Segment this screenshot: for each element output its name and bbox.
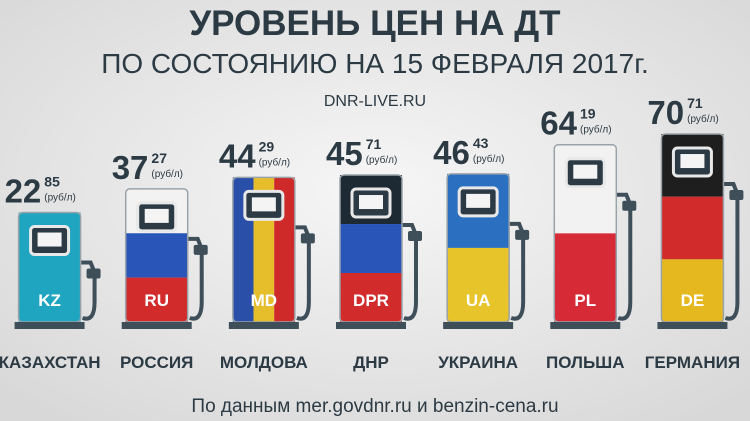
pump-screen-glass — [37, 232, 62, 247]
value-label-fraction: 85 — [44, 174, 60, 190]
pump-base — [550, 322, 621, 329]
pump-code: PL — [574, 291, 596, 310]
unit-label: (руб/л) — [473, 153, 505, 165]
flag-stripe — [447, 247, 510, 322]
pump-hose — [294, 225, 311, 321]
unit-label: (руб/л) — [151, 168, 183, 180]
unit-label: (руб/л) — [44, 192, 76, 204]
x-tick-label: КАЗАХСТАН — [0, 353, 101, 372]
value-label: 44 — [219, 137, 256, 174]
pump-screen-glass — [680, 154, 705, 169]
x-tick-label: ГЕРМАНИЯ — [645, 353, 740, 372]
flag-stripe — [125, 233, 188, 278]
pump-code: KZ — [38, 291, 61, 310]
pump-nozzle — [622, 200, 637, 211]
pump-base — [336, 322, 406, 329]
unit-label: (руб/л) — [366, 154, 398, 166]
flag-stripe — [661, 259, 724, 322]
x-tick-label: УКРАИНА — [438, 353, 518, 372]
pump-hose — [509, 221, 526, 321]
pump-hose — [723, 182, 740, 321]
value-label: 70 — [647, 94, 684, 131]
unit-label: (руб/л) — [580, 124, 612, 136]
pump-base — [121, 322, 192, 329]
pump-base — [657, 322, 728, 329]
chart-subtitle: ПО СОСТОЯНИЮ НА 15 ФЕВРАЛЯ 2017г. — [101, 48, 649, 79]
pump-nozzle — [193, 244, 208, 255]
value-label: 45 — [326, 135, 363, 172]
value-label-fraction: 71 — [366, 136, 382, 152]
x-tick-label: МОЛДОВА — [220, 353, 308, 372]
pump-screen-glass — [466, 193, 491, 208]
pump-code: MD — [251, 291, 277, 310]
value-label-fraction: 27 — [151, 150, 167, 166]
site-label: DNR-LIVE.RU — [324, 93, 426, 110]
pump-screen-glass — [144, 208, 169, 223]
pump-hose — [616, 192, 633, 321]
pump-screen-glass — [251, 197, 276, 212]
pump-nozzle — [515, 229, 530, 240]
source-note: По данным mer.govdnr.ru и benzin-cena.ru — [191, 396, 558, 417]
pump-nozzle — [300, 233, 315, 244]
pump-screen-glass — [573, 164, 598, 179]
value-label: 64 — [540, 105, 577, 142]
x-tick-label: РОССИЯ — [120, 353, 193, 372]
pump-base — [14, 322, 85, 329]
value-label: 46 — [433, 134, 470, 171]
plot-area: KZ 22 85 (руб/л) КАЗАХСТАН RU 37 27 (руб/л) РОССИ… — [0, 94, 744, 372]
pump-base — [228, 322, 299, 329]
value-label: 37 — [112, 149, 149, 186]
flag-stripe — [661, 196, 724, 260]
pump-hose — [402, 223, 418, 321]
pump-screen-glass — [359, 195, 383, 210]
pump-code: DE — [681, 291, 705, 310]
pump-code: UA — [466, 291, 491, 310]
value-label-fraction: 43 — [473, 135, 489, 151]
value-label-fraction: 19 — [580, 106, 596, 122]
value-label: 22 — [5, 173, 42, 210]
x-tick-label: ДНР — [353, 353, 389, 372]
chart-title: УРОВЕНЬ ЦЕН НА ДТ — [189, 4, 560, 43]
pump-nozzle — [729, 190, 744, 201]
flag-stripe — [340, 224, 402, 274]
x-tick-label: ПОЛЬША — [546, 353, 625, 372]
flag-stripe — [554, 233, 617, 322]
pump-hose — [187, 236, 204, 321]
pump-code: RU — [144, 291, 169, 310]
pump-nozzle — [86, 268, 101, 279]
flag-stripe — [340, 273, 402, 322]
pump-code: DPR — [353, 291, 389, 310]
value-label-fraction: 29 — [259, 138, 275, 154]
unit-label: (руб/л) — [259, 156, 291, 168]
value-label-fraction: 71 — [687, 95, 703, 111]
flag-stripe — [125, 277, 188, 322]
unit-label: (руб/л) — [687, 113, 719, 125]
pump-base — [443, 322, 514, 329]
pump-nozzle — [408, 231, 422, 242]
